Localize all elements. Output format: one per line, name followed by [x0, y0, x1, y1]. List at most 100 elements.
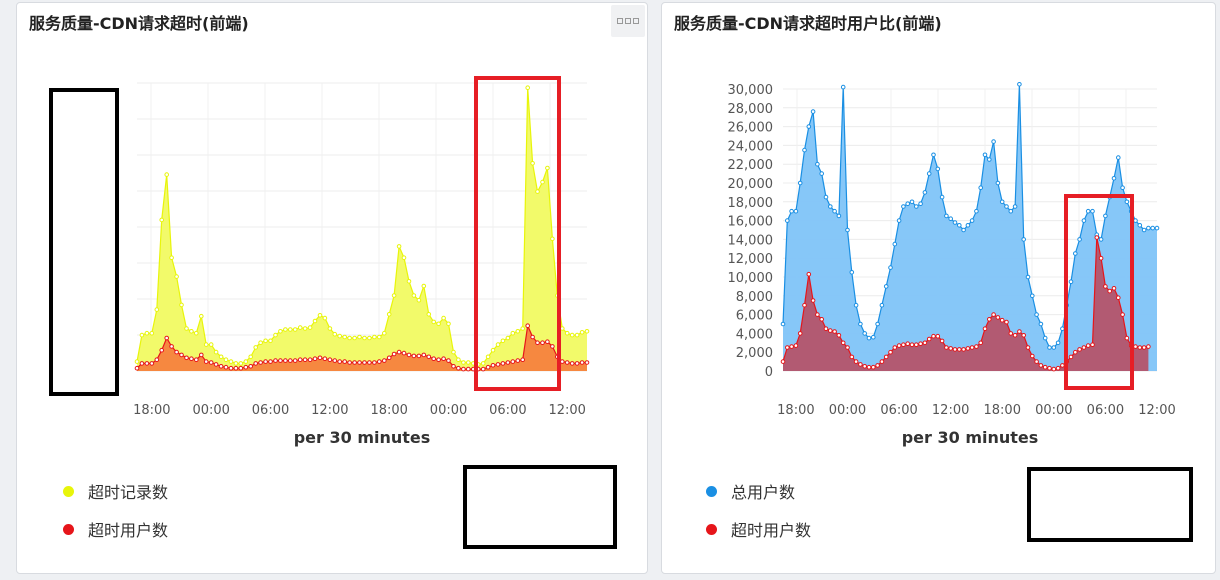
data-point — [490, 363, 496, 368]
data-point — [367, 360, 372, 365]
data-point — [154, 307, 160, 312]
data-point — [896, 343, 902, 348]
data-point — [789, 344, 794, 349]
data-point — [317, 355, 323, 361]
data-point — [1124, 199, 1130, 205]
data-point — [1030, 353, 1035, 359]
y-tick-label: 20,000 — [728, 177, 774, 192]
x-tick-label: 06:00 — [1087, 403, 1124, 418]
legend-item-total-users[interactable]: 总用户数 — [706, 479, 795, 503]
x-tick-label: 00:00 — [192, 403, 229, 418]
x-tick-label: 12:00 — [311, 403, 348, 418]
data-point — [780, 359, 786, 364]
series-area — [783, 84, 1157, 372]
data-point — [530, 161, 535, 166]
data-point — [999, 317, 1005, 323]
data-point — [832, 329, 837, 334]
data-point — [213, 362, 219, 367]
data-point — [337, 333, 343, 339]
data-point — [845, 227, 850, 233]
data-point — [238, 361, 244, 366]
data-point — [862, 364, 867, 369]
data-point — [302, 357, 308, 363]
data-point — [347, 335, 352, 341]
data-point — [866, 364, 872, 370]
data-point — [228, 365, 234, 371]
data-point — [179, 352, 184, 358]
data-point — [411, 353, 417, 359]
data-point — [569, 332, 575, 338]
data-point — [268, 359, 273, 364]
data-point — [327, 326, 333, 331]
legend-item-timeout-records[interactable]: 超时记录数 — [63, 479, 168, 503]
data-point — [456, 357, 461, 363]
data-point — [1120, 312, 1125, 317]
legend-dot-icon — [63, 523, 74, 535]
data-point — [802, 302, 807, 308]
legend-item-timeout-users[interactable]: 超时用户数 — [63, 517, 168, 541]
data-point — [1034, 312, 1039, 317]
data-point — [386, 312, 392, 317]
data-point — [169, 255, 174, 260]
data-point — [342, 359, 348, 364]
y-tick-label: 4,000 — [736, 327, 773, 342]
data-point — [411, 293, 417, 298]
data-point — [974, 344, 979, 349]
data-point — [569, 361, 575, 366]
data-point — [1004, 319, 1009, 325]
data-point — [297, 357, 303, 363]
x-tick-label: 06:00 — [489, 403, 526, 418]
data-point — [174, 274, 179, 279]
data-point — [357, 360, 362, 365]
data-point — [918, 341, 923, 347]
data-point — [995, 180, 1001, 186]
data-point — [1068, 354, 1074, 360]
series-line — [782, 84, 1157, 349]
data-point — [510, 330, 516, 336]
legend-label: 超时用户数 — [88, 521, 169, 540]
y-tick-label: 26,000 — [728, 121, 774, 136]
data-point — [819, 317, 824, 322]
data-point — [248, 354, 253, 360]
panel-menu-button[interactable] — [611, 5, 645, 37]
highlight-box — [474, 76, 561, 391]
data-point — [535, 340, 540, 346]
data-point — [194, 357, 199, 363]
data-point — [372, 334, 377, 340]
data-point — [149, 330, 155, 336]
data-point — [540, 340, 545, 346]
data-point — [144, 361, 150, 366]
highlight-box — [1064, 194, 1134, 390]
data-point — [1025, 274, 1031, 280]
data-point — [875, 363, 880, 368]
data-point — [840, 84, 846, 90]
legend-item-timeout-users[interactable]: 超时用户数 — [706, 517, 811, 541]
data-point — [485, 364, 491, 370]
data-point — [901, 204, 906, 209]
data-point — [352, 335, 357, 341]
data-point — [144, 330, 150, 336]
data-point — [396, 349, 402, 355]
legend-label: 总用户数 — [731, 483, 796, 502]
legend-dot-icon — [63, 485, 74, 497]
data-point — [1025, 345, 1031, 350]
data-point — [564, 360, 570, 365]
data-point — [1133, 344, 1138, 349]
data-point — [401, 255, 407, 260]
data-point — [1098, 255, 1104, 261]
data-point — [490, 347, 496, 353]
x-axis-title: per 30 minutes — [902, 428, 1039, 447]
data-point — [1077, 237, 1082, 242]
y-tick-label: 22,000 — [728, 158, 774, 173]
data-point — [233, 365, 239, 371]
data-point — [317, 313, 323, 318]
data-point — [806, 124, 812, 129]
data-point — [238, 365, 244, 371]
legend-dot-icon — [706, 485, 717, 497]
data-point — [515, 329, 521, 334]
data-point — [164, 172, 169, 177]
data-point — [987, 157, 992, 162]
data-point — [1081, 218, 1087, 223]
data-point — [530, 334, 535, 340]
data-point — [372, 360, 377, 365]
